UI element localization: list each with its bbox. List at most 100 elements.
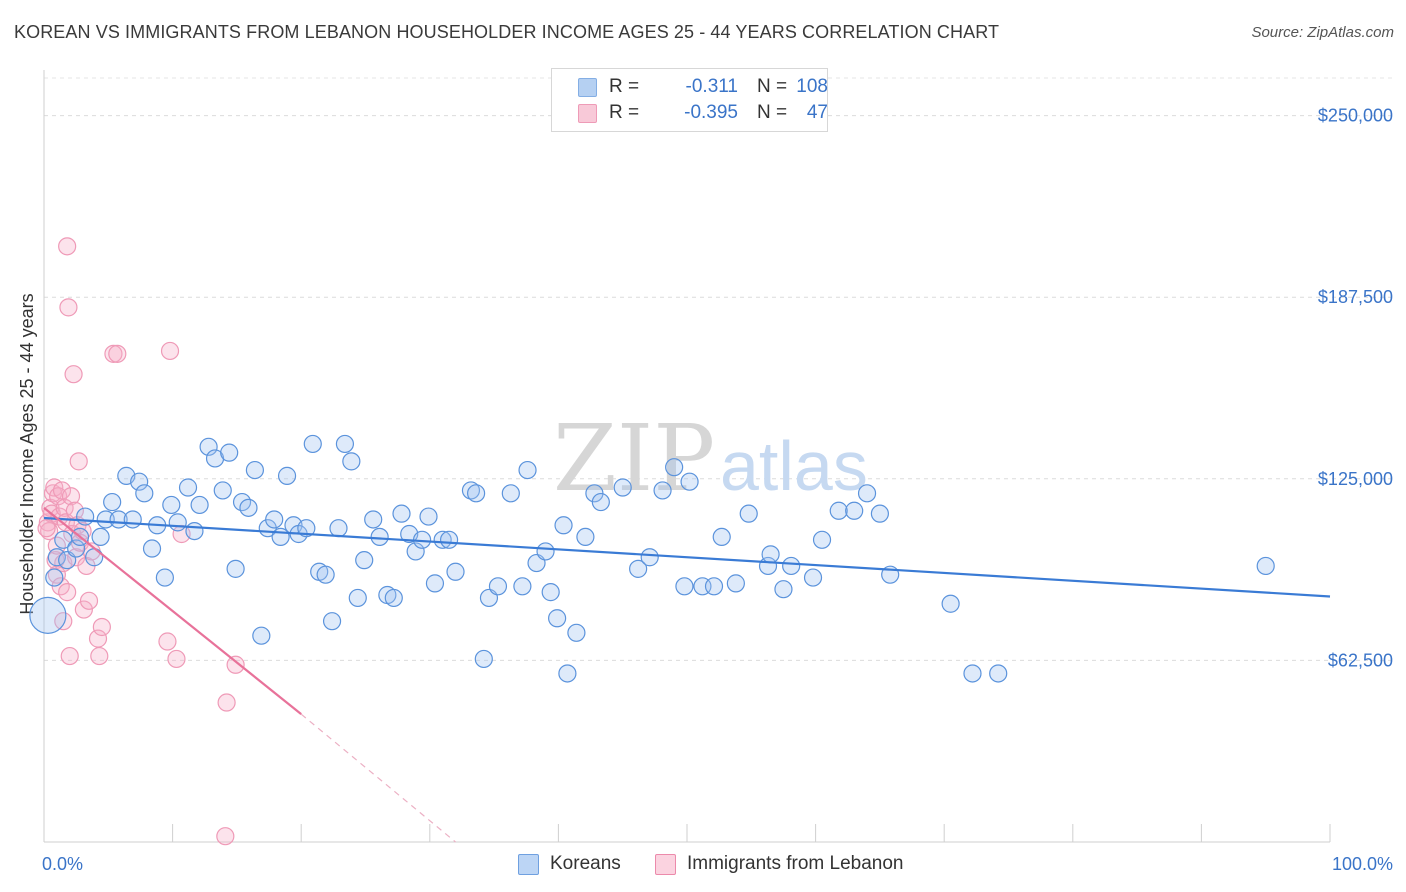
lebanon-point-30 (74, 600, 93, 619)
korean-point-74 (548, 609, 567, 628)
korean-point-48 (348, 588, 367, 608)
korean-point-84 (653, 481, 672, 500)
chart-title: KOREAN VS IMMIGRANTS FROM LEBANON HOUSEH… (14, 22, 1000, 42)
korean-point-19 (155, 568, 174, 587)
korean-point-63 (461, 481, 481, 500)
korean-point-46 (335, 434, 355, 454)
korean-point-8 (85, 548, 104, 567)
lebanon-point-14 (54, 612, 73, 631)
y-tick-label-3: $250,000 (1318, 106, 1393, 126)
korean-point-73 (541, 583, 560, 602)
lebanon-point-41 (167, 649, 186, 669)
korean-point-101 (857, 484, 877, 503)
korean-point-64 (466, 484, 486, 503)
korean-point-56 (406, 542, 425, 561)
korean-point-21 (168, 513, 187, 532)
korean-point-60 (433, 530, 452, 549)
korean-point-72 (536, 542, 555, 561)
korean-point-44 (322, 612, 342, 631)
y-tick-label-1: $125,000 (1318, 469, 1393, 489)
lebanon-point-19 (59, 298, 78, 317)
korean-point-33 (252, 626, 271, 645)
y-tick-labels: $62,500 $125,000 $187,500 $250,000 (1318, 106, 1393, 671)
legend-r-label: R = (609, 102, 640, 123)
korean-point-77 (567, 623, 586, 642)
legend-swatch-koreans (578, 78, 597, 97)
korean-point-86 (675, 577, 694, 596)
korean-point-83 (640, 548, 659, 567)
korean-point-37 (277, 466, 297, 485)
korean-point-15 (130, 472, 149, 491)
legend-n-value: 47 (806, 102, 828, 123)
legend-label-koreans: Koreans (550, 853, 621, 874)
korean-point-7 (76, 507, 95, 526)
trendlines (43, 506, 1331, 843)
lebanon-point-38 (108, 344, 127, 363)
correlation-legend: R = -0.311 N = 108 R = -0.395 N = 47 (551, 68, 828, 132)
korean-point-32 (245, 460, 265, 480)
x-tick-labels: 0.0% 100.0% (42, 854, 1393, 874)
lebanon-point-20 (60, 646, 79, 666)
korean-point-5 (67, 539, 86, 558)
korean-point-51 (370, 527, 389, 547)
korean-point-0 (29, 596, 67, 634)
axes (43, 70, 1331, 843)
korean-point-105 (963, 664, 982, 683)
legend-r-value: -0.311 (685, 76, 738, 97)
korean-point-76 (558, 664, 577, 683)
korean-point-102 (870, 504, 890, 523)
korean-point-107 (1256, 556, 1275, 576)
korean-point-58 (419, 507, 438, 526)
korean-point-91 (726, 574, 745, 593)
lebanon-point-46 (37, 519, 56, 538)
korean-point-40 (297, 519, 316, 538)
korean-point-85 (665, 458, 684, 477)
korean-point-100 (845, 501, 864, 520)
legend-n-value: 108 (796, 76, 828, 97)
legend-label-lebanon: Immigrants from Lebanon (687, 853, 904, 874)
legend-n-label: N = (757, 102, 788, 123)
legend-swatch-lebanon (655, 854, 676, 875)
korean-point-68 (501, 484, 520, 503)
koreans-trendline (43, 516, 1331, 598)
korean-point-45 (329, 519, 348, 538)
lebanon-point-12 (52, 481, 72, 500)
korean-point-25 (199, 437, 218, 456)
lebanon-point-32 (79, 591, 99, 610)
korean-point-80 (591, 492, 610, 512)
korean-point-53 (384, 588, 403, 608)
korean-point-50 (364, 510, 383, 529)
korean-point-75 (554, 516, 573, 535)
lebanon-point-39 (158, 632, 177, 651)
korean-point-35 (265, 510, 284, 529)
lebanon-point-35 (90, 646, 109, 666)
korean-point-54 (392, 504, 411, 523)
source-credit: Source: ZipAtlas.com (1251, 24, 1394, 41)
y-axis-title: Householder Income Ages 25 - 44 years (17, 293, 37, 614)
lebanon-trendline (43, 506, 302, 716)
korean-point-95 (774, 580, 793, 599)
lebanon-point-18 (58, 583, 77, 602)
korean-point-70 (518, 460, 537, 480)
lebanon-point-40 (160, 341, 180, 361)
y-tick-label-2: $187,500 (1318, 287, 1393, 307)
korean-point-43 (316, 565, 335, 584)
korean-point-9 (91, 527, 110, 547)
korean-point-106 (989, 664, 1008, 683)
legend-r-label: R = (609, 76, 640, 97)
x-tick-label-1: 100.0% (1332, 854, 1393, 874)
legend-swatch-koreans (518, 854, 539, 875)
korean-point-98 (812, 530, 832, 549)
lebanon-point-44 (226, 655, 245, 674)
lebanon-point-37 (104, 344, 123, 363)
lebanon-trendline-extension (300, 713, 456, 843)
lebanon-point-21 (61, 487, 81, 506)
lebanon-point-23 (64, 365, 83, 384)
korean-point-96 (782, 556, 801, 576)
korean-point-104 (941, 594, 960, 613)
korean-point-31 (239, 498, 258, 517)
korean-point-24 (190, 495, 209, 515)
korean-point-78 (576, 527, 595, 547)
korean-point-99 (829, 501, 848, 520)
korean-point-92 (739, 504, 758, 523)
